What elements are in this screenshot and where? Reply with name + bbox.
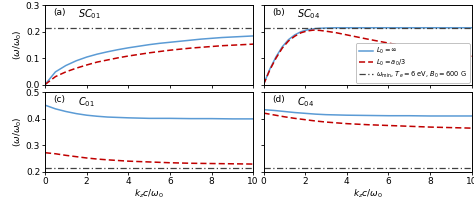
- Text: (d): (d): [272, 95, 284, 104]
- X-axis label: $k_z c/\omega_0$: $k_z c/\omega_0$: [134, 188, 164, 200]
- Text: $\mathit{C}_{01}$: $\mathit{C}_{01}$: [78, 95, 95, 109]
- Y-axis label: $(\omega/\omega_0)$: $(\omega/\omega_0)$: [12, 117, 24, 147]
- Text: (b): (b): [272, 8, 284, 17]
- Y-axis label: $(\omega/\omega_0)$: $(\omega/\omega_0)$: [12, 30, 24, 60]
- Text: $\mathit{SC}_{04}$: $\mathit{SC}_{04}$: [297, 8, 320, 21]
- Text: (c): (c): [54, 95, 65, 104]
- Text: (a): (a): [54, 8, 66, 17]
- Legend: $L_0 = \infty$, $L_0 = a_0/3$, $\omega_{\rm min},\, T_e = 6$ eV$,\, B_0 = 600$ G: $L_0 = \infty$, $L_0 = a_0/3$, $\omega_{…: [356, 43, 470, 82]
- Text: $\mathit{SC}_{01}$: $\mathit{SC}_{01}$: [78, 8, 101, 21]
- X-axis label: $k_z c/\omega_0$: $k_z c/\omega_0$: [353, 188, 383, 200]
- Text: $\mathit{C}_{04}$: $\mathit{C}_{04}$: [297, 95, 314, 109]
